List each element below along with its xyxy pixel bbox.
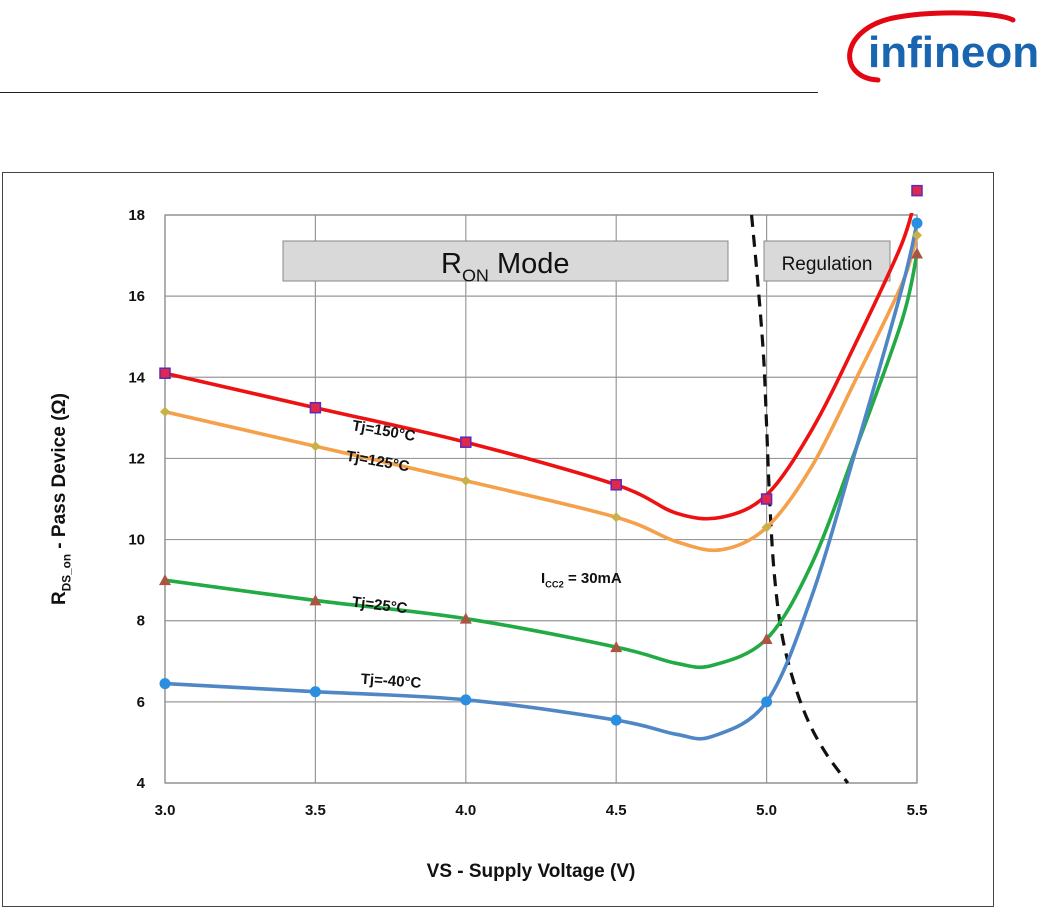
series-line-1: [165, 234, 919, 553]
marker-square: [760, 493, 773, 505]
header-divider: [0, 92, 818, 93]
marker-diamond: [310, 441, 321, 452]
y-axis-title: RDS_on - Pass Device (Ω): [49, 393, 74, 605]
region-boxes: [282, 240, 891, 282]
series-line-2: [165, 253, 919, 670]
marker-triangle: [610, 641, 623, 653]
marker-diamond: [460, 475, 471, 486]
marker-triangle: [309, 594, 322, 606]
marker-square: [911, 184, 923, 197]
marker-triangle: [459, 612, 472, 624]
icc2-annotation: ICC2 = 30mA: [541, 570, 622, 590]
y-tick-label: 12: [128, 450, 145, 467]
marker-square: [159, 367, 171, 379]
x-tick-label: 4.0: [455, 802, 476, 819]
y-tick-label: 8: [137, 613, 145, 630]
x-tick-label: 5.5: [907, 802, 928, 819]
x-tick-label: 3.0: [155, 802, 176, 819]
series-line-0: [165, 213, 914, 521]
marker-square: [460, 436, 472, 448]
marker-circle: [761, 696, 773, 708]
marker-circle: [460, 694, 472, 706]
plot-border: [164, 214, 918, 784]
series-label-1: Tj=125°C: [345, 448, 411, 476]
marker-triangle: [911, 247, 923, 259]
series-markers: [159, 184, 923, 726]
regulation-box: [763, 240, 891, 282]
marker-diamond: [912, 230, 922, 241]
tick-labels: 4 6 8 10 12 14 16 18 3.0 3.5 4.0 4.5 5.0 5.5: [128, 207, 927, 819]
marker-circle: [309, 686, 321, 698]
regulation-label: Regulation: [782, 254, 873, 275]
series-line-3: [165, 222, 919, 741]
x-tick-label: 3.5: [305, 802, 326, 819]
ron-mode-label: RON Mode: [441, 248, 570, 286]
chart-frame: VS - Supply Voltage (V) RDS_on - Pass Dev…: [2, 172, 994, 907]
x-axis-title: VS - Supply Voltage (V): [427, 861, 636, 882]
logo-wordmark: infineon: [868, 28, 1039, 77]
y-tick-label: 16: [128, 288, 145, 305]
series-lines: [165, 213, 919, 784]
marker-triangle: [760, 632, 773, 644]
marker-circle: [610, 714, 622, 726]
y-tick-label: 4: [137, 775, 146, 792]
marker-circle: [911, 217, 923, 229]
marker-square: [309, 401, 322, 414]
logo-swoosh: [847, 10, 1016, 83]
infineon-logo: infineon: [847, 10, 1039, 83]
chart-svg: VS - Supply Voltage (V) RDS_on - Pass Dev…: [49, 184, 927, 882]
y-tick-label: 10: [128, 532, 145, 549]
x-tick-label: 5.0: [756, 802, 777, 819]
series-label-2: Tj=25°C: [351, 594, 408, 618]
marker-diamond: [160, 406, 170, 417]
y-tick-label: 14: [128, 369, 145, 386]
x-tick-label: 4.5: [606, 802, 627, 819]
regulation-boundary-line: [749, 214, 850, 784]
axes: VS - Supply Voltage (V) RDS_on - Pass Dev…: [49, 214, 918, 882]
y-tick-label: 6: [137, 694, 145, 711]
ron-mode-box: [282, 240, 729, 282]
series-labels: Tj=150°CTj=125°CTj=25°CTj=-40°C: [345, 417, 422, 692]
marker-diamond: [761, 522, 772, 533]
marker-circle: [159, 678, 171, 690]
marker-square: [610, 479, 622, 491]
y-axis-title-group: RDS_on - Pass Device (Ω): [49, 393, 74, 605]
marker-triangle: [159, 574, 171, 586]
annotations: RON Mode Regulation ICC2 = 30mA: [441, 248, 872, 590]
marker-diamond: [611, 512, 622, 523]
series-label-3: Tj=-40°C: [360, 671, 422, 692]
y-tick-label: 18: [128, 207, 145, 224]
